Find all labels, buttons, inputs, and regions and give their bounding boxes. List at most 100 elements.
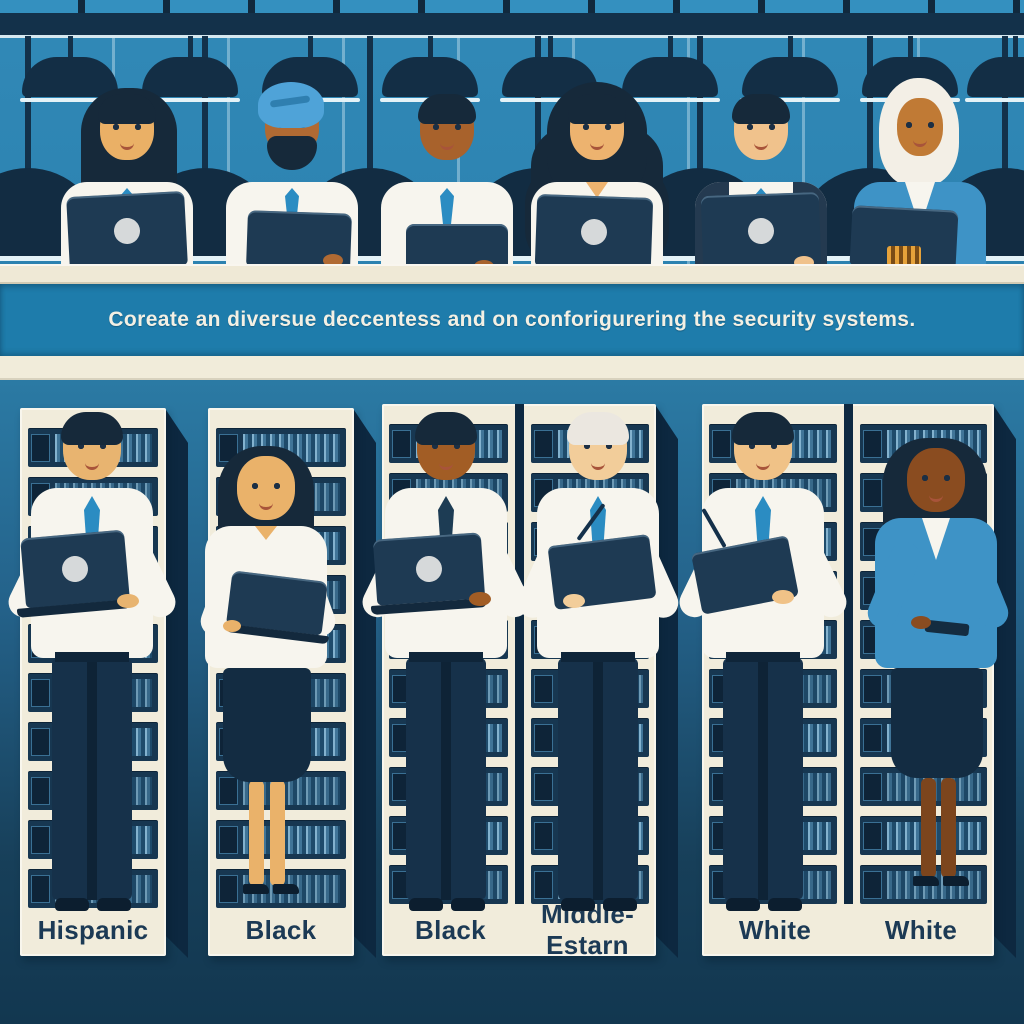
rack-divider [843, 404, 853, 904]
bottom-person-black-woman-blazer [841, 408, 1024, 953]
rack-divider [514, 404, 524, 904]
hair-top [415, 412, 477, 445]
caption-banner: Coreate an diversue deccentess and on co… [0, 284, 1024, 356]
laptop-icon [534, 193, 654, 271]
lamp-glow [620, 98, 720, 102]
white-hair-top [567, 412, 629, 445]
lamp-stem [535, 36, 541, 170]
heels [171, 884, 361, 898]
ceiling-beam [0, 13, 1024, 35]
lamp-stem [188, 36, 193, 58]
hair-top [418, 94, 476, 124]
bottom-person-black-man [351, 408, 541, 953]
shoes [0, 898, 187, 914]
lamp-glow [965, 98, 1024, 102]
turban [258, 82, 324, 128]
hair-top [732, 412, 794, 445]
pants [558, 658, 638, 900]
lamp-glow [500, 98, 600, 102]
laptop-icon [372, 532, 486, 606]
hand [117, 594, 139, 608]
face [897, 98, 943, 156]
skirt [891, 668, 983, 778]
rack-label: White [738, 914, 812, 945]
pendant-lamp-icon [622, 57, 718, 97]
lamp-glow [292, 256, 448, 261]
pants [52, 658, 132, 900]
face [237, 456, 295, 520]
face [907, 448, 965, 512]
hand [469, 592, 491, 606]
pants [723, 658, 803, 900]
belt [561, 652, 635, 662]
pendant-lamp-icon [742, 57, 838, 97]
pants [406, 658, 486, 900]
top-person-man-vest [676, 70, 846, 271]
hand [223, 620, 241, 632]
top-person-woman-hijab [835, 70, 1005, 271]
lamp-stem [697, 36, 703, 170]
lamp-glow [20, 98, 120, 102]
shoes [503, 898, 693, 914]
rack-label: Black [415, 914, 486, 945]
legs [171, 408, 361, 953]
lamp-stem [908, 36, 913, 58]
lamp-stem [68, 36, 73, 58]
beard [267, 136, 317, 170]
hair-top [98, 94, 156, 124]
hand [323, 254, 343, 267]
lamp-glow [140, 98, 240, 102]
lamp-stem [1013, 36, 1018, 58]
laptop-icon [20, 529, 130, 609]
rack-side-shadow [994, 406, 1016, 958]
rack-label-area: Hispanic [20, 904, 166, 956]
legs [841, 408, 1024, 953]
ceiling-light-strip [0, 35, 1024, 38]
banner-caption: Coreate an diversue deccentess and on co… [108, 308, 916, 331]
heels [841, 876, 1024, 890]
belt [55, 652, 129, 662]
rack-side-shadow [166, 410, 188, 958]
hair-top [61, 412, 123, 445]
lamp-stem [367, 36, 373, 170]
office-top-section [0, 0, 1024, 284]
ceiling-panels [0, 0, 1024, 13]
pendant-lamp-icon [382, 57, 478, 97]
lamp-stem [428, 36, 433, 58]
bottom-person-hispanic-man [0, 408, 187, 953]
belt [409, 652, 483, 662]
lamp-glow [127, 256, 283, 261]
rack-side-shadow [354, 410, 376, 958]
top-person-black-man [362, 70, 532, 273]
rack-label-area: White White [702, 904, 994, 956]
skirt [223, 668, 311, 782]
bottom-person-black-woman [171, 408, 361, 953]
bottom-person-white-man [668, 408, 858, 953]
hair-top [732, 94, 790, 124]
hand [563, 594, 585, 608]
lamp-glow [0, 256, 106, 261]
rack-label: Black [245, 914, 317, 945]
top-person-woman-long-hair [42, 70, 212, 272]
hand [911, 616, 931, 629]
lamp-stem [1002, 36, 1008, 170]
lamp-stem [788, 36, 793, 58]
lamp-stem [867, 36, 873, 170]
hair-top [568, 94, 626, 124]
rack-label: White [884, 914, 958, 945]
banner-bottom-strip [0, 356, 1024, 380]
laptop-sticker [887, 246, 921, 266]
bottom-person-middle-eastern-man [503, 408, 693, 953]
shared-desk [0, 264, 1024, 284]
top-person-woman-curly-hair [512, 70, 682, 271]
shoes [351, 898, 541, 914]
lamp-stem [668, 36, 673, 58]
lamp-stem [202, 36, 208, 170]
belt [726, 652, 800, 662]
top-person-sikh-man-turban [207, 70, 377, 270]
pendant-lamp-icon [142, 57, 238, 97]
lamp-stem [308, 36, 313, 58]
rack-label-area: Black [208, 904, 354, 956]
lamp-glow [740, 98, 840, 102]
